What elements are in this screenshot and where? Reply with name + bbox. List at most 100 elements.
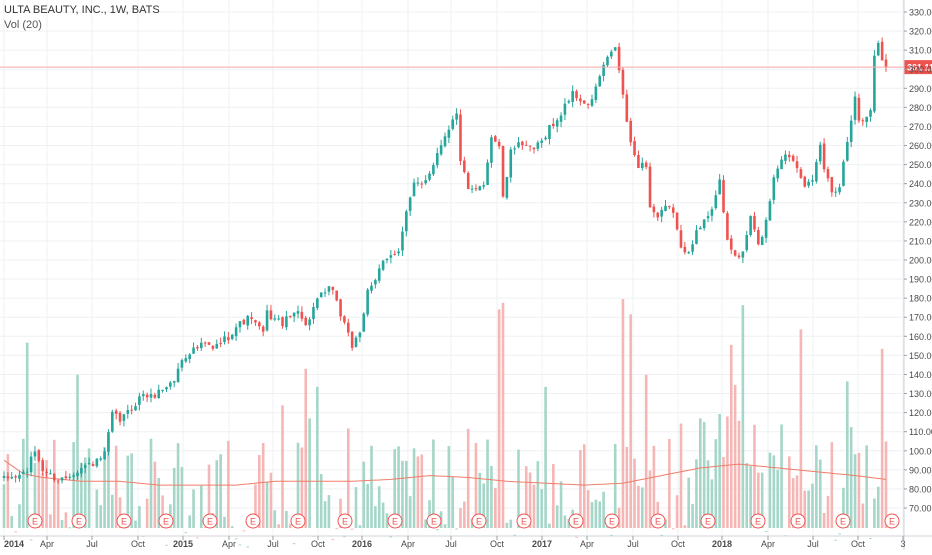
candle-body [428,173,431,180]
candle [80,463,83,478]
earnings-marker: E [835,513,851,529]
candle-body [374,280,377,285]
volume-bar [339,498,342,528]
volume-bar [273,510,277,528]
candle [455,108,458,125]
volume-bar [702,422,706,528]
candle [374,278,377,289]
volume-bar [598,501,602,528]
candle-body [56,480,60,482]
volume-bar [826,495,830,528]
volume-bar [764,531,768,533]
candle-body [447,129,451,138]
candle [29,451,33,477]
volume-bar [22,438,25,528]
candle [633,136,636,157]
volume-bar [25,342,29,528]
volume-bar [316,386,319,528]
candle [683,241,687,255]
candle-body [683,246,687,253]
volume-bar [493,488,497,528]
candle-body [22,471,25,474]
candle [254,319,257,326]
volume-bar [246,546,250,548]
volume-bar [176,443,180,528]
volume-bar [710,479,714,528]
candle [107,429,110,456]
earnings-marker: E [516,513,532,529]
candle [14,474,17,483]
candle [482,181,485,190]
earnings-marker: E [650,513,666,529]
candle [772,174,776,205]
volume-bar [795,475,799,528]
volume-bar [834,539,838,541]
volume-bar [33,463,37,528]
volume-bar [192,489,195,528]
candle [671,203,675,218]
candle [443,132,447,148]
candle-body [555,120,559,127]
y-tick-label: 270.00 [909,122,932,132]
volume-bar [621,299,625,528]
volume-bar [64,512,68,528]
candle [741,251,745,264]
candle [880,37,884,61]
earnings-marker-label: E [76,517,82,527]
x-tick-label: 3 [900,539,905,549]
x-tick-label: 2016 [352,539,372,549]
volume-bar [602,491,605,528]
y-tick-label: 150.00 [909,351,932,361]
volume-bar [714,439,718,528]
candle [285,310,288,331]
volume-bar [563,515,567,528]
candle-body [420,183,424,185]
candle-body [699,227,702,230]
y-tick-label: 180.00 [909,294,932,304]
earnings-marker-circle [568,513,584,529]
candle [768,198,772,221]
volume-bar [474,442,478,528]
candle [346,318,350,337]
earnings-marker-label: E [889,517,895,527]
candle-body [501,145,505,197]
candle [509,146,513,183]
candle-body [776,168,779,179]
candle-body [637,155,640,168]
earnings-marker: E [604,513,620,529]
volume-bar [308,418,311,528]
candle-body [111,411,114,432]
candle-body [405,211,408,232]
volume-bar [648,470,652,528]
volume-bar [234,538,238,540]
candle-body [412,182,416,197]
volume-bar [857,452,861,528]
candle [726,211,729,241]
candle [532,147,536,154]
candle [219,337,222,348]
candle-body [327,286,331,292]
candle-body [258,322,261,327]
volume-bar [277,524,280,528]
volume-bar [45,460,48,528]
volume-bar [254,484,257,528]
y-tick-label: 100.00 [909,446,932,456]
candle-body [80,467,83,474]
candle-body [169,382,172,387]
volume-bar [466,428,470,528]
volume-bar [722,456,725,528]
volume-bar [745,463,749,528]
candle [567,99,571,104]
candle-body [629,120,632,143]
candle-body [292,312,296,317]
candle [757,226,760,246]
volume-bar [501,302,505,528]
candle [288,315,292,319]
candle [56,478,60,484]
candle [590,94,594,107]
candle [37,449,41,463]
volume-bar [478,472,482,528]
candle [602,61,605,82]
